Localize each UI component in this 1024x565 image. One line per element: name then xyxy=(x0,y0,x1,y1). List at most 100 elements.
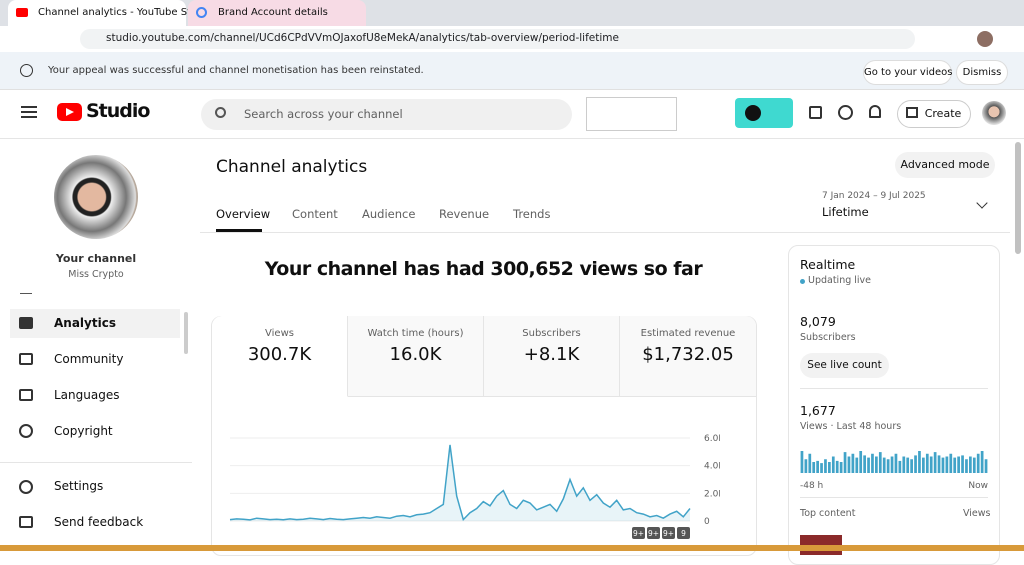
nav-icon xyxy=(19,353,33,365)
bar xyxy=(949,453,953,473)
nav-icon xyxy=(19,317,33,329)
bar xyxy=(953,457,957,473)
search-box[interactable] xyxy=(201,99,572,130)
tab-indicator xyxy=(216,229,262,232)
y-tick-label: 0 xyxy=(704,517,710,527)
account-avatar[interactable] xyxy=(982,101,1006,125)
bar xyxy=(965,459,968,473)
channel-avatar[interactable] xyxy=(54,155,138,239)
metric-card[interactable]: Estimated revenue $1,732.05 xyxy=(620,316,756,397)
extension-bar xyxy=(586,97,677,131)
bar xyxy=(851,453,855,473)
nav-item[interactable]: Community xyxy=(54,352,124,366)
top-content-label: Top content xyxy=(800,508,856,519)
bar xyxy=(831,456,835,473)
period[interactable]: Lifetime xyxy=(822,205,869,219)
tab[interactable]: Content xyxy=(292,207,338,221)
channel-label: Your channel xyxy=(55,252,137,265)
tab[interactable]: Audience xyxy=(362,207,416,221)
bar xyxy=(906,457,910,473)
nav-item[interactable]: Copyright xyxy=(54,424,113,438)
logo-text[interactable]: Studio xyxy=(86,100,150,122)
x-label: -48 h xyxy=(800,481,823,491)
notifications-icon[interactable] xyxy=(869,105,881,118)
nav-icon xyxy=(19,480,33,494)
metric-label: Subscribers xyxy=(522,328,581,339)
nav-item[interactable]: Send feedback xyxy=(54,515,144,529)
live-dot xyxy=(800,279,805,284)
browser-tab[interactable]: Channel analytics - YouTube Studi xyxy=(8,0,206,26)
metric-value: $1,732.05 xyxy=(642,344,734,365)
extension-logo xyxy=(745,105,761,121)
bar xyxy=(976,453,980,473)
dropdown-icon[interactable] xyxy=(976,197,988,209)
nav-selected xyxy=(10,309,180,338)
bar xyxy=(937,455,941,473)
y-tick-label: 2.0K xyxy=(704,489,720,499)
area-fill xyxy=(230,444,690,521)
nav-icon xyxy=(19,424,33,438)
header-border xyxy=(0,138,1024,139)
bar xyxy=(855,457,859,473)
create-button[interactable]: Create xyxy=(897,100,971,128)
profile-icon[interactable] xyxy=(977,31,993,47)
bar xyxy=(918,451,921,473)
bar xyxy=(910,459,913,473)
scrollbar xyxy=(184,312,188,354)
realtime-chart: -48 h Now xyxy=(800,451,988,491)
bar xyxy=(894,453,898,473)
nav-icon xyxy=(19,389,33,401)
advanced-mode-button[interactable]: Advanced mode xyxy=(895,152,995,178)
tabs-border xyxy=(200,232,1010,233)
y-tick-label: 4.0K xyxy=(704,462,720,472)
bar xyxy=(843,452,847,473)
tab[interactable]: Overview xyxy=(216,207,271,221)
bar xyxy=(820,463,823,473)
metric-card[interactable]: Watch time (hours) 16.0K xyxy=(348,316,484,397)
badge xyxy=(677,527,690,539)
nav-item[interactable]: Languages xyxy=(54,388,120,402)
address-bar[interactable] xyxy=(80,29,915,49)
badge-label: 9 xyxy=(681,529,686,538)
line xyxy=(229,444,691,522)
bar xyxy=(867,457,870,473)
badge xyxy=(662,527,675,539)
live-count-button[interactable]: See live count xyxy=(800,353,889,378)
realtime-title: Realtime xyxy=(800,257,856,272)
favicon xyxy=(196,7,207,18)
scrollbar xyxy=(1015,142,1021,254)
menu-icon[interactable] xyxy=(21,106,37,118)
badge xyxy=(647,527,660,539)
tab[interactable]: Revenue xyxy=(439,207,490,221)
metric-card[interactable]: Views 300.7K xyxy=(212,316,348,397)
bar xyxy=(859,451,863,473)
banner-button[interactable]: Go to your videos xyxy=(863,60,952,85)
metric-card[interactable]: Subscribers +8.1K xyxy=(484,316,620,397)
tab[interactable]: Trends xyxy=(513,207,551,221)
nav-item[interactable]: Analytics xyxy=(54,316,116,330)
browser-tab[interactable]: Brand Account details xyxy=(188,0,366,26)
badge-label: 9+ xyxy=(663,529,674,538)
logo-play xyxy=(66,108,74,116)
metric-label: Watch time (hours) xyxy=(367,328,464,339)
views-count: 1,677 xyxy=(800,403,836,418)
bar xyxy=(875,456,878,473)
bar xyxy=(800,451,804,473)
extension-button[interactable] xyxy=(735,98,793,128)
bar xyxy=(961,455,964,473)
x-label: Now xyxy=(968,481,988,491)
create-icon xyxy=(906,107,918,118)
channel-name: Miss Crypto xyxy=(68,269,124,280)
bar xyxy=(980,451,984,473)
bar xyxy=(808,453,812,473)
metric-value: +8.1K xyxy=(523,344,580,365)
feedback-icon[interactable] xyxy=(809,106,822,119)
bar xyxy=(812,462,816,473)
bar xyxy=(925,453,929,473)
headline: Your channel has had 300,652 views so fa… xyxy=(264,258,703,280)
help-icon[interactable] xyxy=(838,105,853,120)
views-label: Views · Last 48 hours xyxy=(800,421,902,432)
nav-item[interactable]: Settings xyxy=(54,479,104,493)
banner-button[interactable]: Dismiss xyxy=(956,60,1008,85)
